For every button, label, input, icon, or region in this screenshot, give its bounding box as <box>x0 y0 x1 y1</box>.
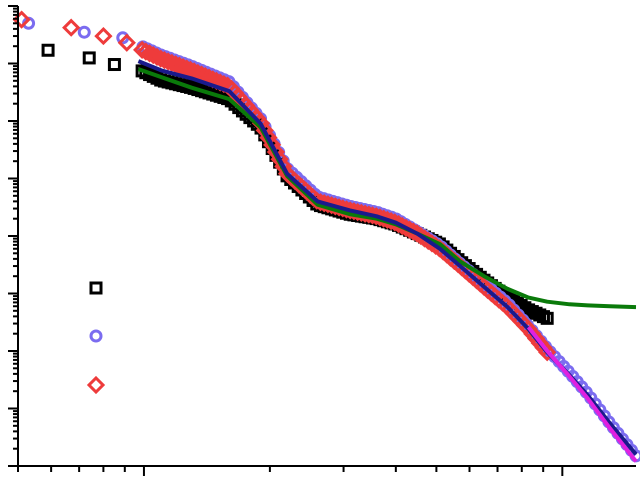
data-point-square <box>82 51 96 65</box>
data-point-diamond <box>12 10 31 29</box>
series-circle <box>22 16 640 463</box>
legend-marker-square <box>89 281 103 295</box>
data-point-square <box>540 311 554 325</box>
data-point-diamond <box>117 33 136 52</box>
data-point-square <box>107 58 121 72</box>
legend-marker-circle <box>89 329 103 343</box>
axes <box>8 5 636 476</box>
fit-line-3 <box>526 325 638 463</box>
plot-area <box>12 10 640 463</box>
fit-line-2 <box>137 59 638 456</box>
fit-line-1 <box>137 67 637 310</box>
legend <box>86 281 106 395</box>
data-point-square <box>41 43 55 57</box>
data-point-diamond <box>538 343 557 362</box>
data-point-diamond <box>94 26 113 46</box>
data-point-diamond <box>62 18 81 37</box>
legend-marker-diamond <box>86 375 106 395</box>
data-point-circle <box>77 25 91 39</box>
